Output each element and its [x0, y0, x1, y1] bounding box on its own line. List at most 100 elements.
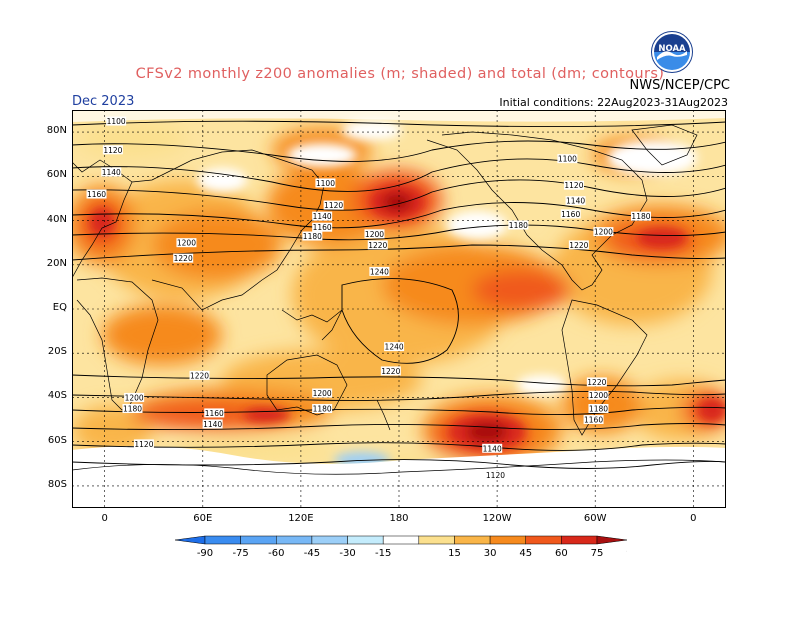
colorbar-label: 30	[484, 548, 497, 559]
svg-text:1200: 1200	[313, 389, 332, 398]
contour-label: 1160	[312, 222, 333, 232]
svg-text:1100: 1100	[107, 117, 126, 126]
colorbar-label: -60	[268, 548, 284, 559]
svg-text:1160: 1160	[561, 210, 580, 219]
colorbar-label: 75	[591, 548, 604, 559]
colorbar-max-arrow	[596, 535, 627, 545]
contour-label: 1100	[315, 178, 336, 188]
contour-labels: 1100112011401160118012001220110011201140…	[86, 116, 651, 480]
svg-text:1200: 1200	[365, 230, 384, 239]
lat-label: 60S	[47, 434, 67, 446]
logo-text: NOAA	[658, 44, 686, 54]
svg-text:1200: 1200	[594, 228, 613, 237]
contour-label: 1160	[560, 209, 581, 219]
contour-label: 1200	[176, 238, 197, 248]
africa-coast	[76, 277, 159, 411]
europe-coast	[72, 159, 133, 279]
colorbar-segment	[276, 535, 313, 545]
contour-label: 1180	[302, 231, 323, 241]
svg-text:1240: 1240	[385, 343, 404, 352]
lat-label: 40S	[47, 390, 67, 402]
svg-text:1140: 1140	[203, 420, 222, 429]
contour-label: 1140	[565, 196, 586, 206]
svg-text:1220: 1220	[587, 378, 606, 387]
colorbar-min-arrow	[175, 535, 206, 545]
colorbar-segment	[454, 535, 491, 545]
colorbar-label: 60	[555, 548, 568, 559]
contour-label: 1180	[508, 220, 529, 230]
indonesia-coast	[281, 309, 343, 341]
contour-label: 1220	[367, 240, 388, 250]
svg-text:1180: 1180	[313, 405, 332, 414]
contour-label: 1180	[630, 211, 651, 221]
lat-label: 20N	[46, 257, 67, 269]
colorbar-label: -75	[232, 548, 248, 559]
svg-text:1120: 1120	[103, 146, 122, 155]
svg-text:1200: 1200	[125, 393, 144, 402]
lon-label: 0	[101, 513, 108, 524]
north-america-coast	[426, 131, 648, 291]
initial-conditions: Initial conditions: 22Aug2023-31Aug2023	[499, 96, 728, 109]
new-zealand-coast	[376, 399, 391, 431]
svg-text:1200: 1200	[177, 239, 196, 248]
contour-label: 1120	[485, 470, 506, 480]
contour-label: 1240	[369, 266, 390, 276]
svg-text:1160: 1160	[313, 223, 332, 232]
svg-text:1240: 1240	[370, 267, 389, 276]
svg-text:1180: 1180	[589, 405, 608, 414]
contour-label: 1180	[122, 404, 143, 414]
contour-label: 1100	[106, 116, 127, 126]
contour-label: 1120	[323, 200, 344, 210]
contour-label: 1140	[101, 167, 122, 177]
svg-text:1200: 1200	[589, 391, 608, 400]
svg-text:1220: 1220	[381, 367, 400, 376]
contour-label: 1220	[189, 370, 210, 380]
contour-label: 1120	[563, 180, 584, 190]
contour-label: 1140	[312, 211, 333, 221]
svg-text:1180: 1180	[509, 221, 528, 230]
lon-label: 60E	[193, 513, 213, 524]
colorbar-segment	[240, 535, 277, 545]
svg-text:1180: 1180	[631, 212, 650, 221]
colorbar-segment	[347, 535, 384, 545]
lat-label: 40N	[46, 213, 67, 225]
contour-label: 1200	[312, 388, 333, 398]
noaa-logo-icon: NOAA	[651, 31, 693, 73]
contour-label: 1200	[593, 227, 614, 237]
colorbar-segment	[382, 535, 420, 545]
colorbar-label: 45	[519, 548, 532, 559]
anomaly-cores	[90, 120, 726, 468]
agency-label: NWS/NCEP/CPC	[629, 78, 730, 93]
lat-label: 60N	[46, 169, 67, 181]
svg-text:1220: 1220	[174, 254, 193, 263]
contour-label: 1100	[557, 154, 578, 164]
lat-label: 80S	[47, 478, 67, 490]
svg-text:1220: 1220	[190, 371, 209, 380]
svg-text:1180: 1180	[123, 405, 142, 414]
colorbar-segment	[204, 535, 241, 545]
lon-label: 120W	[482, 513, 512, 524]
svg-text:1120: 1120	[324, 201, 343, 210]
colorbar-segment	[311, 535, 348, 545]
colorbar-segment	[561, 535, 598, 545]
colorbar-segment	[525, 535, 562, 545]
colorbar-label: 90	[626, 548, 627, 559]
svg-text:1140: 1140	[566, 197, 585, 206]
forecast-month: Dec 2023	[72, 94, 135, 109]
contour-label: 1220	[586, 377, 607, 387]
svg-text:1120: 1120	[134, 440, 153, 449]
contour-label: 1200	[124, 392, 145, 402]
contour-label: 1160	[204, 408, 225, 418]
colorbar-label: -30	[339, 548, 355, 559]
colorbar-label: -45	[304, 548, 320, 559]
colorbar-label: 15	[448, 548, 461, 559]
svg-text:1100: 1100	[558, 155, 577, 164]
svg-text:1180: 1180	[303, 232, 322, 241]
anomaly-map: 1100112011401160118012001220110011201140…	[72, 110, 726, 508]
lon-label: 0	[690, 513, 697, 524]
svg-text:1100: 1100	[316, 179, 335, 188]
greenland-coast	[631, 124, 698, 166]
lon-label: 120E	[288, 513, 314, 524]
contour-label: 1180	[588, 404, 609, 414]
color-bar: -90 -75 -60 -45 -30 -15 15 30 45 60 75 90	[175, 535, 627, 559]
